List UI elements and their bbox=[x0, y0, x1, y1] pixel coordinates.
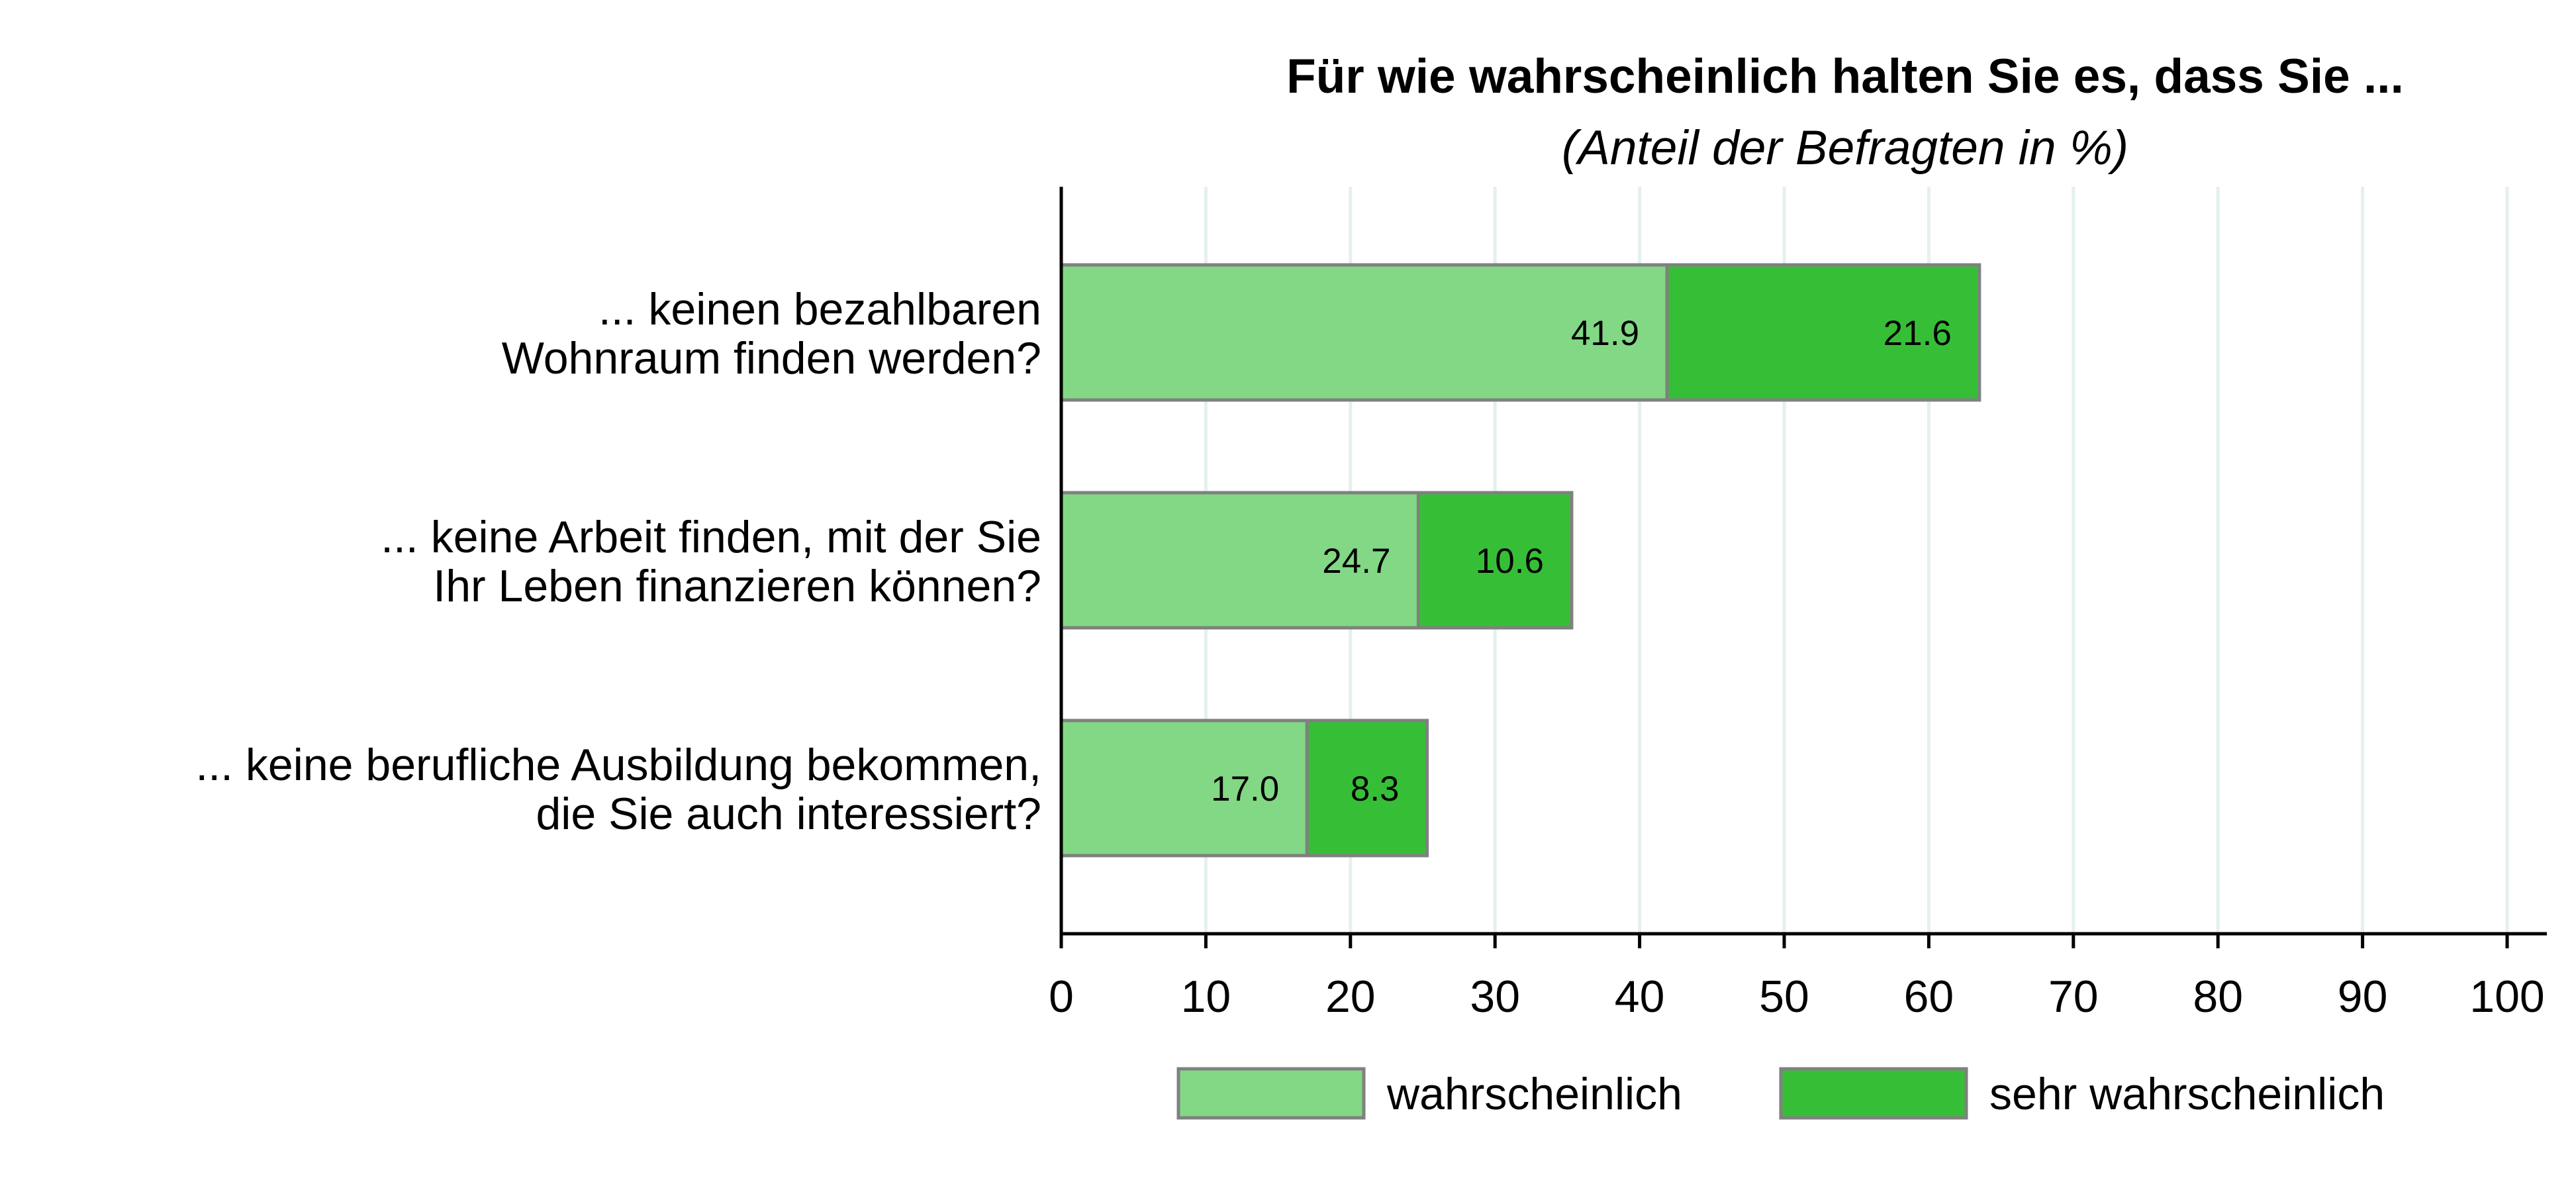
x-tick-label: 20 bbox=[1325, 971, 1376, 1022]
chart-title: Für wie wahrscheinlich halten Sie es, da… bbox=[1286, 50, 2404, 103]
category-label: ... keinen bezahlbaren Wohnraum finden we… bbox=[502, 284, 1041, 383]
category-label: ... keine berufliche Ausbildung bekommen… bbox=[195, 740, 1041, 839]
legend-label: wahrscheinlich bbox=[1386, 1069, 1682, 1119]
x-tick-label: 60 bbox=[1904, 971, 1954, 1022]
legend: wahrscheinlich sehr wahrscheinlich bbox=[1176, 1067, 2385, 1120]
data-labels: 41.9 21.6 24.7 10.6 17.0 8.3 bbox=[1211, 314, 1952, 809]
data-label: 41.9 bbox=[1571, 314, 1639, 353]
axes bbox=[1059, 187, 2547, 936]
x-tick-label: 100 bbox=[2469, 971, 2544, 1022]
data-label: 8.3 bbox=[1351, 770, 1400, 809]
x-axis-ticks: 0 10 20 30 40 50 60 70 80 90 100 bbox=[1049, 934, 2545, 1022]
x-tick-label: 90 bbox=[2338, 971, 2388, 1022]
legend-label: sehr wahrscheinlich bbox=[1989, 1069, 2385, 1119]
chart-subtitle: (Anteil der Befragten in %) bbox=[1562, 121, 2128, 175]
bar-sehr-wahrscheinlich bbox=[1416, 491, 1574, 630]
x-tick-label: 40 bbox=[1615, 971, 1665, 1022]
x-tick-label: 80 bbox=[2193, 971, 2243, 1022]
bars bbox=[1059, 263, 1981, 858]
x-tick-label: 30 bbox=[1470, 971, 1520, 1022]
legend-swatch bbox=[1779, 1067, 1968, 1120]
category-labels: ... keinen bezahlbaren Wohnraum finden we… bbox=[195, 284, 1041, 839]
legend-swatch bbox=[1176, 1067, 1366, 1120]
data-label: 17.0 bbox=[1211, 770, 1279, 809]
x-tick-label: 0 bbox=[1049, 971, 1074, 1022]
x-tick-label: 50 bbox=[1759, 971, 1809, 1022]
bar-sehr-wahrscheinlich bbox=[1305, 719, 1429, 858]
bar-sehr-wahrscheinlich bbox=[1665, 263, 1981, 402]
data-label: 24.7 bbox=[1322, 542, 1390, 581]
data-label: 21.6 bbox=[1884, 314, 1952, 353]
data-label: 10.6 bbox=[1476, 542, 1544, 581]
x-tick-label: 70 bbox=[2048, 971, 2099, 1022]
category-label: ... keine Arbeit finden, mit der Sie Ihr … bbox=[381, 512, 1041, 611]
x-tick-label: 10 bbox=[1181, 971, 1231, 1022]
